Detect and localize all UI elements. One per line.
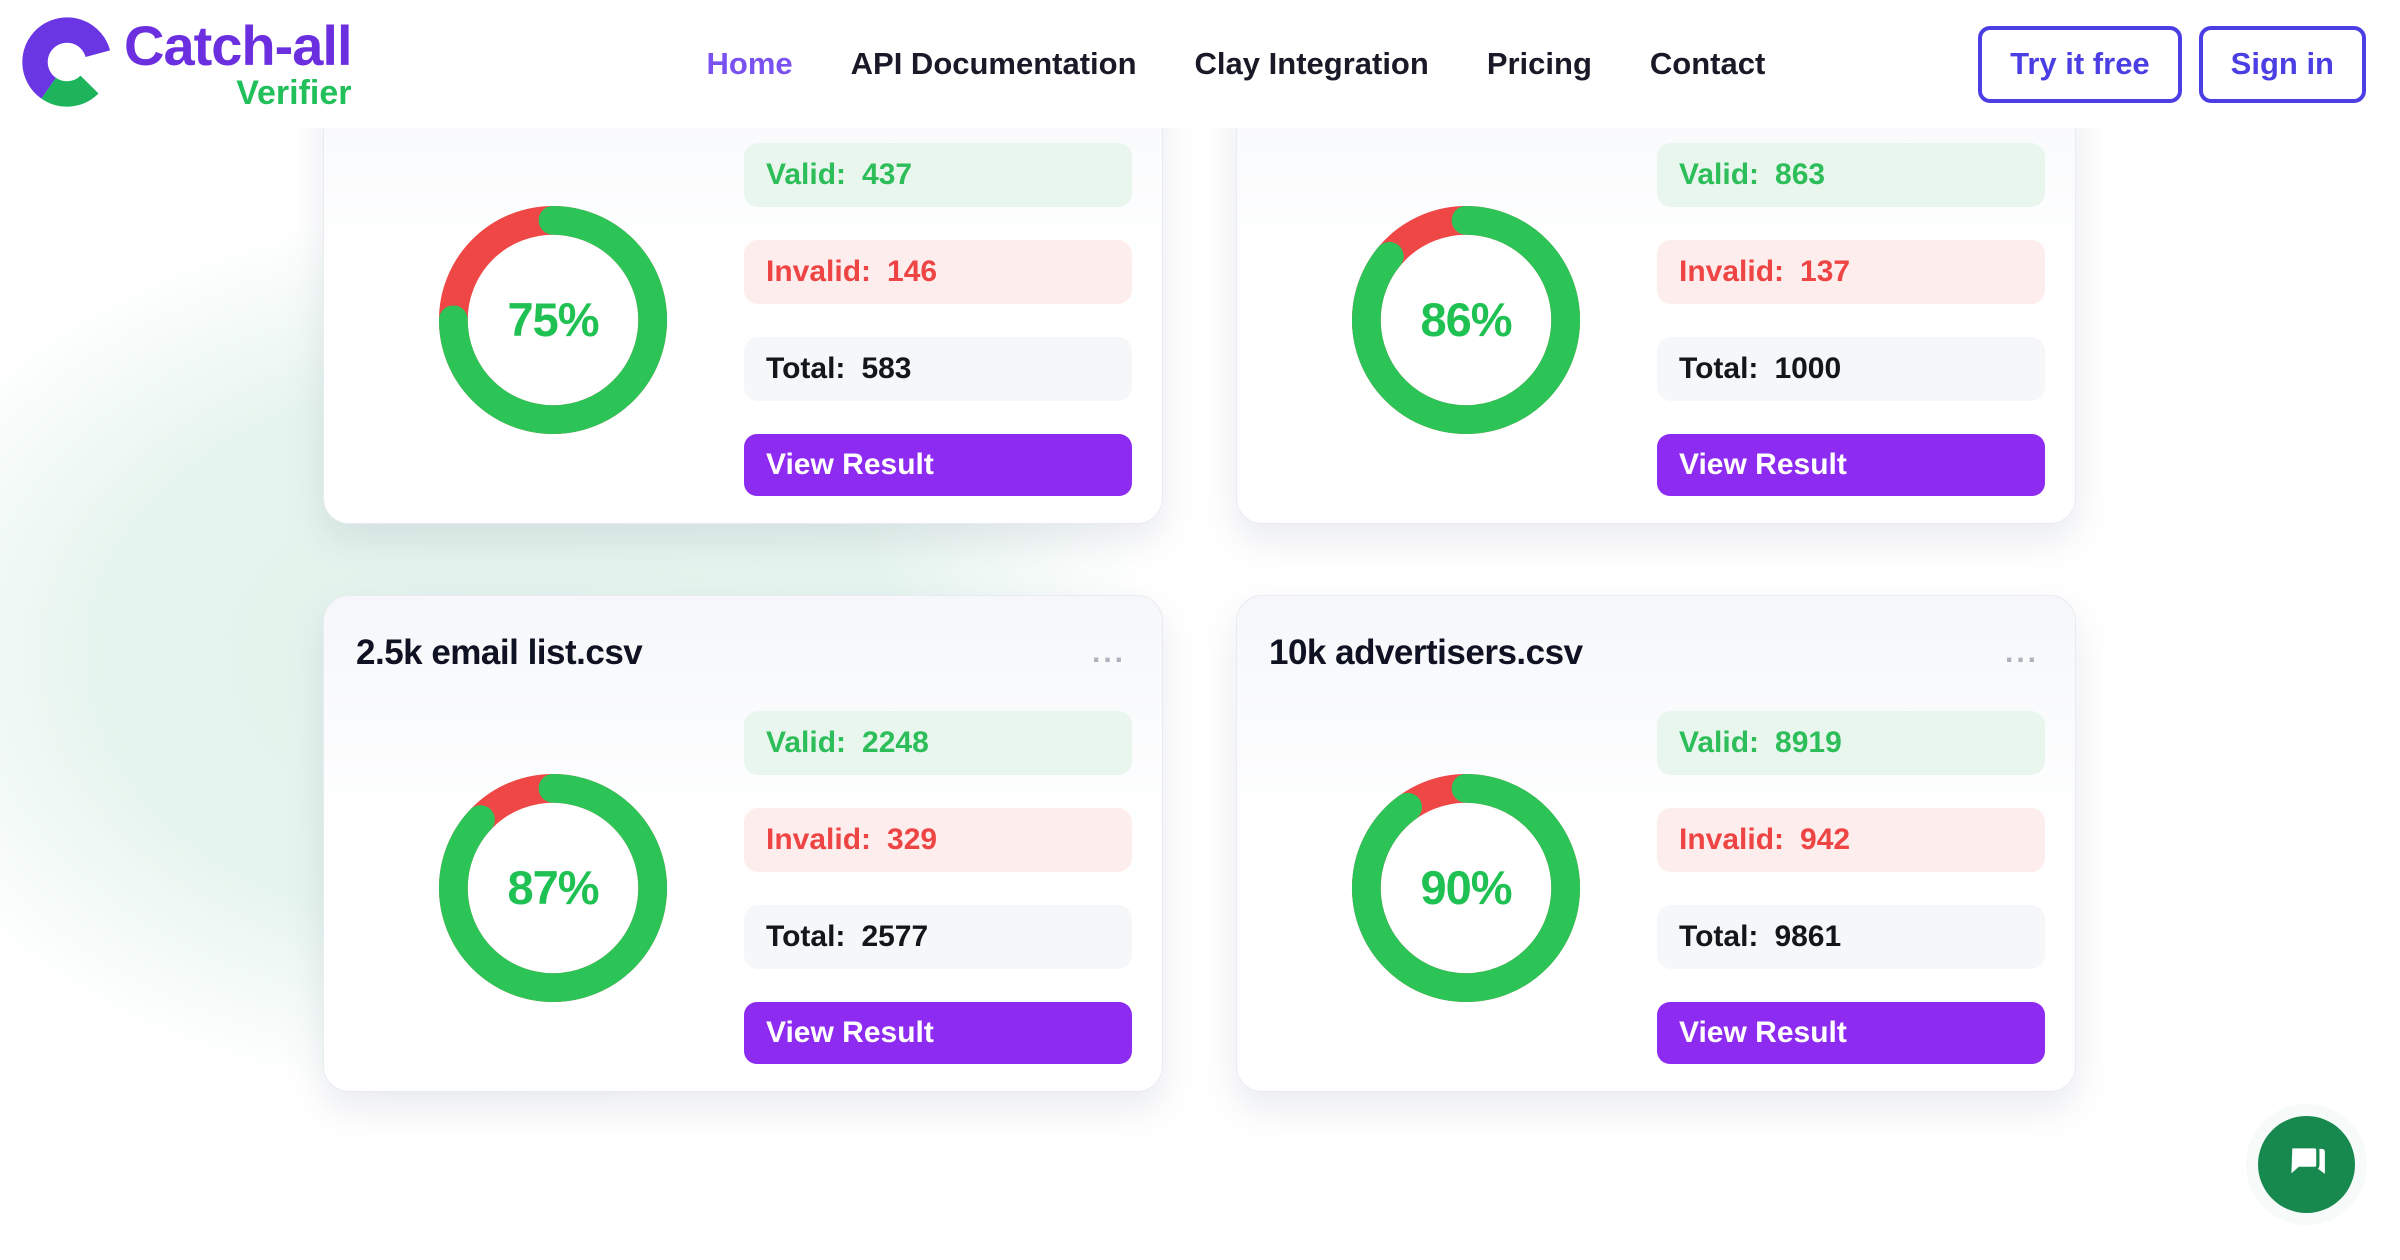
brand-title: Catch-all bbox=[124, 14, 352, 77]
nav-item-api-documentation[interactable]: API Documentation bbox=[850, 46, 1137, 81]
total-stat: Total: 1000 bbox=[1657, 337, 2045, 401]
donut-chart: 75% bbox=[438, 205, 668, 435]
total-stat: Total: 9861 bbox=[1657, 905, 2045, 969]
try-it-free-button[interactable]: Try it free bbox=[1978, 25, 2182, 103]
percent-label: 86% bbox=[1420, 293, 1512, 346]
view-result-button[interactable]: View Result bbox=[1657, 434, 2045, 496]
valid-stat: Valid: 863 bbox=[1657, 143, 2045, 207]
invalid-label: Invalid: bbox=[1679, 255, 1785, 288]
invalid-stat: Invalid: 329 bbox=[744, 808, 1132, 872]
donut-chart: 90% bbox=[1351, 773, 1581, 1003]
invalid-label: Invalid: bbox=[766, 823, 872, 856]
nav-item-contact[interactable]: Contact bbox=[1649, 46, 1766, 81]
result-card: 10k advertisers.csv ... 90% Valid: 8919 … bbox=[1236, 595, 2076, 1092]
total-value: 1000 bbox=[1774, 352, 1842, 385]
valid-label: Valid: bbox=[766, 726, 847, 759]
valid-stat: Valid: 8919 bbox=[1657, 711, 2045, 775]
nav-item-clay-integration[interactable]: Clay Integration bbox=[1194, 46, 1429, 81]
total-value: 9861 bbox=[1774, 920, 1842, 953]
donut-chart: 86% bbox=[1351, 205, 1581, 435]
total-value: 2577 bbox=[861, 920, 929, 953]
total-label: Total: bbox=[1679, 352, 1759, 385]
total-stat: Total: 2577 bbox=[744, 905, 1132, 969]
total-label: Total: bbox=[1679, 920, 1759, 953]
brand-logo[interactable]: Catch-all Verifier bbox=[20, 15, 352, 114]
donut-chart: 87% bbox=[438, 773, 668, 1003]
more-options-icon[interactable]: ... bbox=[1091, 636, 1126, 669]
valid-stat: Valid: 2248 bbox=[744, 711, 1132, 775]
brand-subtitle: Verifier bbox=[236, 74, 352, 112]
brand-wordmark: Catch-all Verifier bbox=[124, 14, 352, 112]
invalid-value: 329 bbox=[887, 823, 938, 856]
invalid-stat: Invalid: 942 bbox=[1657, 808, 2045, 872]
valid-label: Valid: bbox=[766, 158, 847, 191]
chat-bubbles-icon bbox=[2281, 1137, 2333, 1192]
total-stat: Total: 583 bbox=[744, 337, 1132, 401]
percent-label: 75% bbox=[507, 293, 599, 346]
file-title: 2.5k email list.csv bbox=[356, 633, 643, 672]
more-options-icon[interactable]: ... bbox=[2004, 636, 2039, 669]
total-value: 583 bbox=[861, 352, 912, 385]
live-chat-button[interactable] bbox=[2258, 1116, 2355, 1213]
invalid-stat: Invalid: 146 bbox=[744, 240, 1132, 304]
percent-label: 90% bbox=[1420, 861, 1512, 914]
total-label: Total: bbox=[766, 352, 846, 385]
valid-value: 2248 bbox=[862, 726, 929, 759]
invalid-value: 137 bbox=[1800, 255, 1851, 288]
sign-in-button[interactable]: Sign in bbox=[2198, 25, 2366, 103]
file-title: 10k advertisers.csv bbox=[1269, 633, 1583, 672]
view-result-button[interactable]: View Result bbox=[1657, 1002, 2045, 1064]
valid-label: Valid: bbox=[1679, 726, 1760, 759]
invalid-label: Invalid: bbox=[766, 255, 872, 288]
invalid-stat: Invalid: 137 bbox=[1657, 240, 2045, 304]
view-result-button[interactable]: View Result bbox=[744, 434, 1132, 496]
invalid-value: 942 bbox=[1800, 823, 1851, 856]
catch-all-c-icon bbox=[20, 15, 114, 114]
view-result-button[interactable]: View Result bbox=[744, 1002, 1132, 1064]
header-actions: Try it free Sign in bbox=[1978, 25, 2366, 103]
invalid-value: 146 bbox=[887, 255, 938, 288]
valid-stat: Valid: 437 bbox=[744, 143, 1132, 207]
nav-item-pricing[interactable]: Pricing bbox=[1486, 46, 1592, 81]
top-navigation-bar: Catch-all Verifier Home API Documentatio… bbox=[0, 0, 2400, 128]
result-card: 2.5k email list.csv ... 87% Valid: 2248 … bbox=[323, 595, 1163, 1092]
valid-value: 8919 bbox=[1775, 726, 1842, 759]
main-nav: Home API Documentation Clay Integration … bbox=[707, 46, 1766, 82]
nav-item-home[interactable]: Home bbox=[706, 46, 793, 81]
invalid-label: Invalid: bbox=[1679, 823, 1785, 856]
valid-value: 863 bbox=[1775, 158, 1826, 191]
valid-value: 437 bbox=[862, 158, 913, 191]
percent-label: 87% bbox=[507, 861, 599, 914]
total-label: Total: bbox=[766, 920, 846, 953]
valid-label: Valid: bbox=[1679, 158, 1760, 191]
